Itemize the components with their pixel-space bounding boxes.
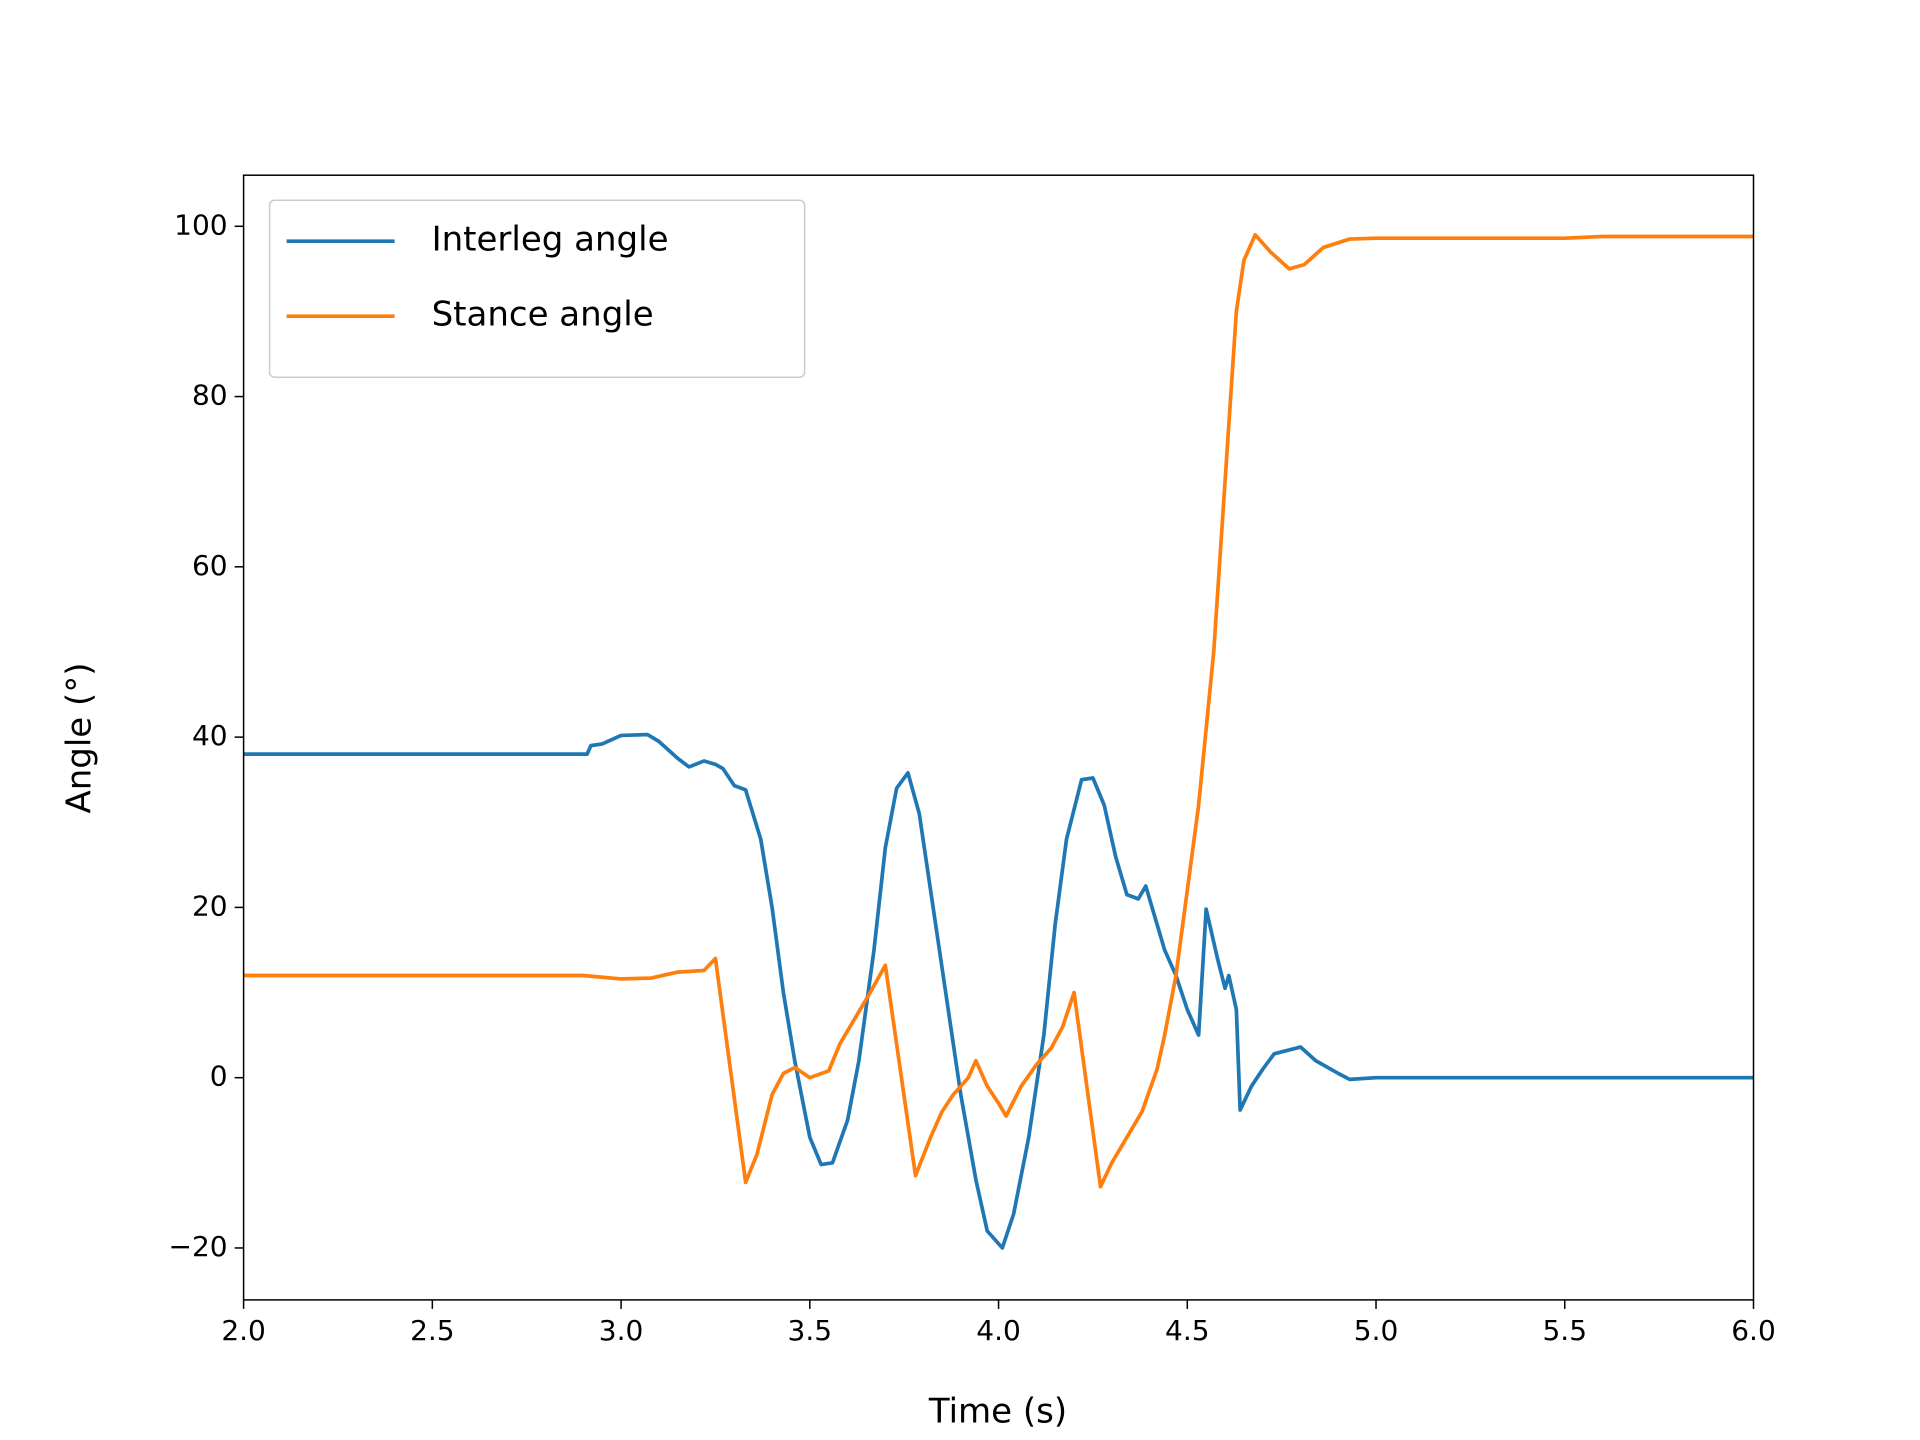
x-tick-label: 3.0 [599,1314,644,1347]
y-tick-label: 40 [192,719,228,752]
y-tick-label: 60 [192,549,228,582]
x-tick-label: 2.5 [410,1314,455,1347]
x-tick-label: 4.5 [1165,1314,1210,1347]
series-line [243,732,1754,1250]
x-axis-label: Time (s) [928,1392,1067,1432]
y-tick-label: 20 [192,889,228,922]
x-tick-label: 6.0 [1731,1314,1776,1347]
y-tick-label: 0 [210,1060,228,1093]
x-tick-label: 2.0 [221,1314,266,1347]
y-tick-label: 100 [174,208,227,241]
legend-label: Stance angle [432,295,654,335]
legend-label: Interleg angle [432,220,669,260]
x-tick-label: 4.0 [976,1314,1021,1347]
plot-frame [242,174,1755,1301]
y-tick-label: 80 [192,379,228,412]
x-tick-label: 3.5 [788,1314,833,1347]
legend-box [268,199,806,378]
x-tick-label: 5.0 [1354,1314,1399,1347]
x-tick-label: 5.5 [1542,1314,1587,1347]
y-axis-label: Angle (°) [60,662,100,813]
y-tick-label: −20 [169,1230,228,1263]
series-line [243,232,1754,1189]
